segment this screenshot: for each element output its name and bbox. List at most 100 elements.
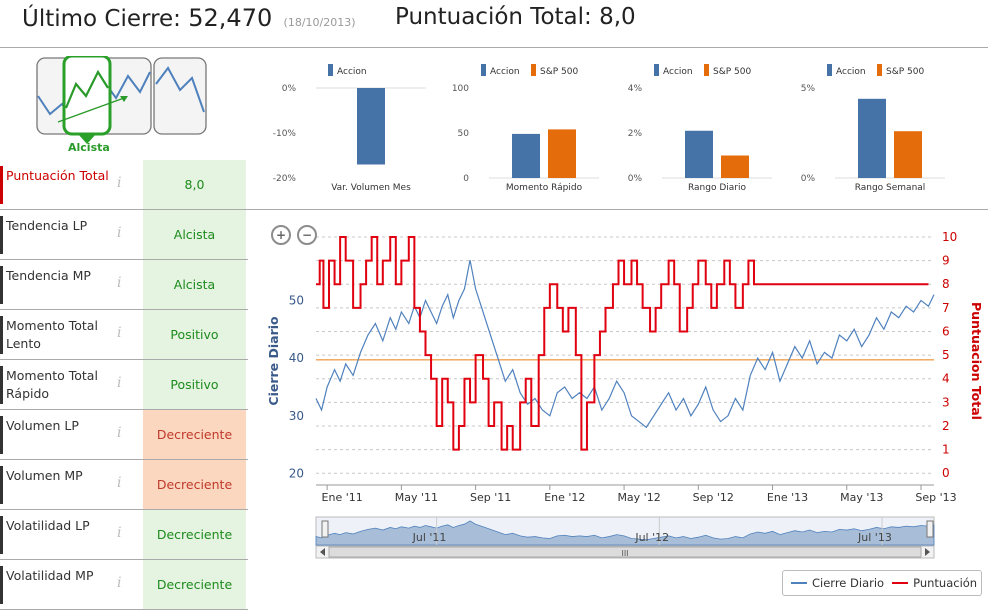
metric-name: Momento Total Rápido	[6, 368, 98, 401]
legend-label: Accion	[663, 67, 693, 77]
metric-status: Decreciente	[143, 560, 246, 609]
x-tick-label: May '13	[840, 491, 883, 504]
metric-row: Tendencia MP i Alcista	[0, 260, 248, 310]
y-tick-label: 0%	[801, 174, 816, 184]
y-tick-label: 4%	[628, 84, 643, 94]
legend-swatch-icon	[531, 64, 536, 76]
info-icon[interactable]: i	[117, 225, 122, 241]
mini-chart-rango-semanal: Accion S&P 500 5% 0% Rango Semanal	[801, 64, 945, 193]
metric-status: Alcista	[143, 210, 246, 259]
navigator-area	[315, 520, 935, 546]
y-tick-label: 40	[289, 351, 304, 365]
scroll-right-icon	[925, 548, 930, 556]
x-tick-label: May '12	[617, 491, 660, 504]
row-marker	[0, 366, 3, 404]
legend-puntuacion-label: Puntuación	[913, 576, 978, 590]
info-icon[interactable]: i	[117, 475, 122, 491]
legend-label: Accion	[490, 67, 520, 77]
y2-tick-label: 1	[942, 443, 950, 457]
metric-row: Volumen LP i Decreciente	[0, 410, 248, 460]
left-panel: Alcista Puntuación Total i 8,0 Tendencia…	[0, 48, 248, 611]
y-tick-label: 30	[289, 409, 304, 423]
mini-chart-momento: Accion S&P 500 100 50 0 Momento Rápido	[452, 64, 599, 193]
x-tick-label: Sep '12	[693, 491, 734, 504]
info-icon[interactable]: i	[117, 175, 122, 191]
row-marker	[0, 216, 3, 254]
navigator-left-handle	[321, 520, 329, 538]
zoom-out-icon[interactable]: −	[297, 225, 317, 245]
y-tick-label: 50	[458, 129, 470, 139]
last-close-label: Último Cierre:	[22, 6, 181, 32]
metric-name: Puntuación Total	[6, 168, 109, 183]
metric-status: Positivo	[143, 360, 246, 409]
metric-row: Puntuación Total i 8,0	[0, 160, 248, 210]
mini-charts: Accion 0% -10% -20% Var. Volumen Mes Accion S…	[248, 48, 988, 210]
info-icon[interactable]: i	[117, 575, 122, 591]
metric-name: Volatilidad LP	[6, 518, 90, 533]
bar-sp500	[894, 131, 922, 178]
trend-thumbnail[interactable]	[36, 56, 208, 156]
metric-name: Volumen LP	[6, 418, 79, 433]
legend-label: Accion	[836, 67, 866, 77]
metric-name: Momento Total Lento	[6, 318, 98, 351]
series-puntuacion	[316, 236, 929, 451]
y-tick-label: 0%	[282, 84, 297, 94]
legend-swatch-icon	[328, 64, 333, 76]
info-icon[interactable]: i	[117, 425, 122, 441]
last-close: Último Cierre: 52,470 (18/10/2013)	[22, 4, 356, 32]
metric-row: Volumen MP i Decreciente	[0, 460, 248, 510]
y-tick-label: -20%	[273, 174, 297, 184]
bar-accion	[357, 88, 385, 165]
legend-cierre-label: Cierre Diario	[812, 576, 885, 590]
legend-swatch-icon	[704, 64, 709, 76]
legend-swatch-icon	[481, 64, 486, 76]
legend-label: S&P 500	[713, 67, 751, 77]
total-score: Puntuación Total: 8,0	[395, 4, 636, 30]
mini-chart-title: Rango Diario	[688, 183, 747, 193]
scroll-left-icon	[320, 548, 325, 556]
metric-status: Decreciente	[143, 510, 246, 559]
y-tick-label: 100	[452, 84, 469, 94]
y2-axis-title: Puntuacion Total	[969, 302, 984, 420]
last-close-date: (18/10/2013)	[283, 16, 356, 29]
metrics-list: Puntuación Total i 8,0 Tendencia LP i Al…	[0, 160, 248, 610]
bar-sp500	[548, 129, 576, 178]
y2-tick-label: 2	[942, 419, 950, 433]
line-swatch-icon	[892, 582, 909, 584]
series-cierre-diario	[315, 259, 935, 429]
legend-label: S&P 500	[886, 67, 924, 77]
y2-tick-label: 0	[942, 466, 950, 480]
mini-chart-rango-diario: Accion S&P 500 4% 2% 0% Rango Diario	[628, 64, 772, 193]
y2-tick-label: 8	[942, 277, 950, 291]
row-marker	[0, 516, 3, 554]
header: Último Cierre: 52,470 (18/10/2013) Puntu…	[0, 0, 988, 48]
metric-name: Volatilidad MP	[6, 568, 94, 583]
info-icon[interactable]: i	[117, 525, 122, 541]
metric-name: Tendencia LP	[6, 218, 88, 233]
bar-sp500	[721, 155, 749, 178]
zoom-in-icon[interactable]: +	[271, 225, 291, 245]
scrollbar-thumb	[328, 546, 922, 558]
y2-tick-label: 3	[942, 395, 950, 409]
bar-accion	[512, 133, 540, 178]
metric-name: Tendencia MP	[6, 268, 91, 283]
legend-item-puntuacion[interactable]: Puntuación	[892, 576, 977, 590]
legend-label: Accion	[337, 67, 367, 77]
info-icon[interactable]: i	[117, 375, 122, 391]
legend-swatch-icon	[654, 64, 659, 76]
info-icon[interactable]: i	[117, 275, 122, 291]
info-icon[interactable]: i	[117, 325, 122, 341]
metric-name: Volumen MP	[6, 468, 83, 483]
legend-item-cierre[interactable]: Cierre Diario	[791, 576, 884, 590]
x-tick-label: May '11	[395, 491, 438, 504]
row-marker	[0, 466, 3, 504]
chart-legend[interactable]: Cierre Diario Puntuación	[782, 570, 982, 596]
y2-tick-label: 6	[942, 324, 950, 338]
y-tick-label: 50	[289, 293, 304, 307]
metric-row: Tendencia LP i Alcista	[0, 210, 248, 260]
metric-row: Momento Total Lento i Positivo	[0, 310, 248, 360]
trend-label: Alcista	[68, 141, 110, 154]
last-close-value: 52,470	[188, 4, 273, 32]
y2-tick-label: 9	[942, 254, 950, 268]
metric-row: Volatilidad MP i Decreciente	[0, 560, 248, 610]
